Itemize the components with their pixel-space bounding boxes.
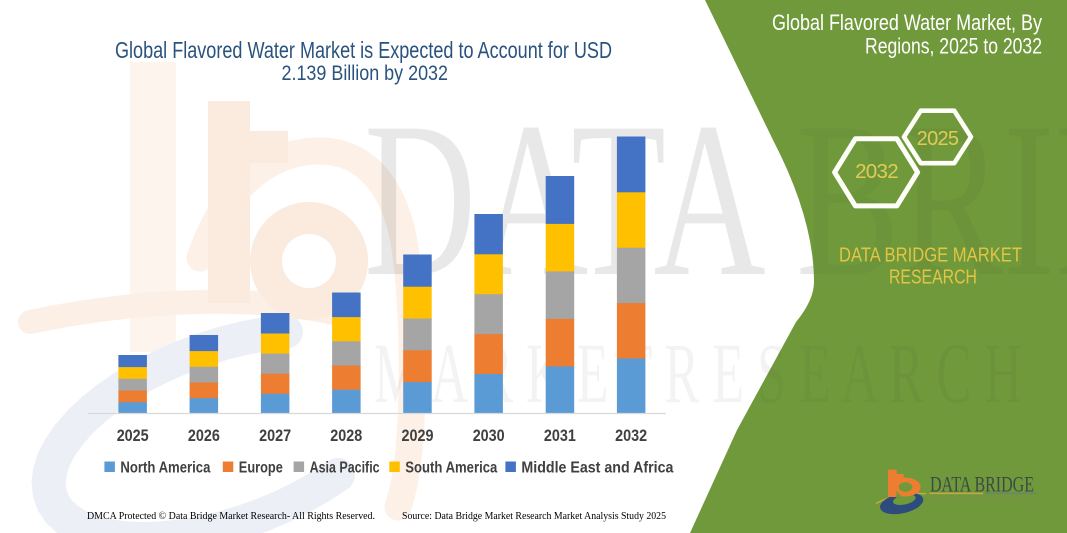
svg-text:Middle East and Africa: Middle East and Africa bbox=[521, 459, 673, 476]
svg-text:2025: 2025 bbox=[117, 427, 149, 445]
svg-text:M A R K E T R E S E A R C H: M A R K E T R E S E A R C H bbox=[929, 498, 1034, 505]
svg-text:DATA BRIDGE: DATA BRIDGE bbox=[930, 472, 1034, 497]
svg-text:DATA BRIDGE MARKET: DATA BRIDGE MARKET bbox=[839, 245, 1022, 267]
svg-text:Global Flavored Water Market i: Global Flavored Water Market is Expected… bbox=[115, 37, 612, 63]
svg-text:Regions, 2025 to 2032: Regions, 2025 to 2032 bbox=[865, 34, 1042, 59]
svg-text:Europe: Europe bbox=[239, 459, 283, 476]
svg-text:RESEARCH: RESEARCH bbox=[889, 267, 977, 289]
svg-text:2032: 2032 bbox=[855, 160, 898, 183]
svg-text:2029: 2029 bbox=[402, 427, 434, 445]
svg-text:2032: 2032 bbox=[615, 427, 647, 445]
svg-text:2025: 2025 bbox=[917, 128, 959, 150]
svg-text:Global Flavored Water Market,: Global Flavored Water Market, By bbox=[772, 10, 1042, 35]
svg-text:South America: South America bbox=[405, 459, 497, 476]
svg-text:2030: 2030 bbox=[473, 427, 505, 445]
svg-text:DMCA Protected © Data Bridge M: DMCA Protected © Data Bridge Market Rese… bbox=[87, 510, 375, 522]
svg-text:2.139 Billion by 2032: 2.139 Billion by 2032 bbox=[282, 62, 449, 85]
svg-text:North America: North America bbox=[120, 459, 210, 476]
svg-text:2026: 2026 bbox=[188, 427, 220, 445]
svg-text:Source: Data Bridge Market Res: Source: Data Bridge Market Research Mark… bbox=[402, 510, 666, 522]
svg-text:2028: 2028 bbox=[330, 427, 362, 445]
svg-text:2027: 2027 bbox=[259, 427, 291, 445]
svg-text:2031: 2031 bbox=[544, 427, 576, 445]
svg-text:Asia Pacific: Asia Pacific bbox=[310, 459, 380, 476]
